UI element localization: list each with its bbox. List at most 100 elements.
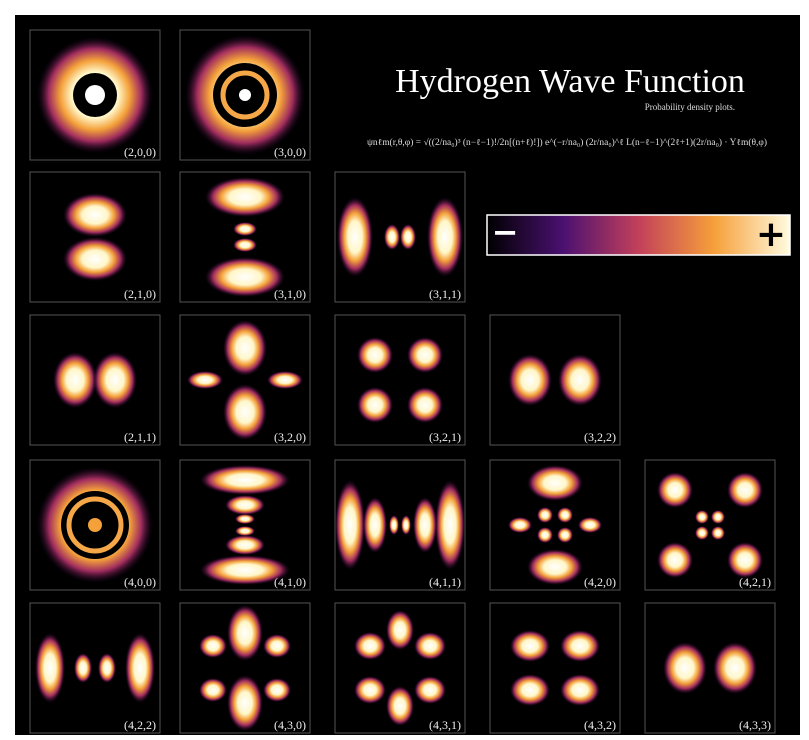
lobe xyxy=(187,371,223,389)
lobe xyxy=(337,197,373,277)
tile-label: (4,2,1) xyxy=(739,575,771,589)
lobe xyxy=(711,526,725,540)
tile-label: (3,2,0) xyxy=(274,430,306,444)
lobe xyxy=(537,527,553,543)
lobe xyxy=(267,371,303,389)
orbital-tile: (2,1,0) xyxy=(29,171,161,303)
ring xyxy=(220,70,270,120)
tile-label: (4,2,0) xyxy=(584,575,616,589)
tile-label: (2,1,0) xyxy=(124,287,156,301)
tile-label: (3,1,0) xyxy=(274,287,306,301)
lobe xyxy=(263,678,291,702)
lobe xyxy=(537,507,553,523)
orbital-tile: (4,2,0) xyxy=(489,459,621,591)
lobe xyxy=(63,237,127,281)
lobe xyxy=(63,193,127,237)
lobe xyxy=(354,676,386,704)
orbital-tile: (3,1,1) xyxy=(334,171,466,303)
lobe xyxy=(508,517,532,533)
lobe xyxy=(663,642,707,694)
ring xyxy=(85,85,105,105)
orbital-tile: (4,2,1) xyxy=(644,459,776,591)
orbital-tile: (3,2,1) xyxy=(334,314,466,446)
tile-label: (3,2,2) xyxy=(584,430,616,444)
orbital-tile: (3,0,0) xyxy=(179,29,311,161)
tile-label: (3,2,1) xyxy=(429,430,461,444)
tile-label: (4,3,3) xyxy=(739,718,771,732)
lobe xyxy=(93,352,137,408)
lobe xyxy=(200,465,290,495)
lobe xyxy=(235,526,255,536)
lobe xyxy=(414,632,446,660)
ring xyxy=(239,89,251,101)
tile-label: (4,3,2) xyxy=(584,718,616,732)
lobe xyxy=(357,337,393,373)
orbital-tile: (3,2,0) xyxy=(179,314,311,446)
orbital-tile: (4,0,0) xyxy=(29,459,161,591)
tile-label: (4,2,2) xyxy=(124,718,156,732)
lobe xyxy=(199,678,227,702)
lobe xyxy=(384,224,400,250)
lobe xyxy=(413,497,437,553)
minus-label: − xyxy=(492,213,519,251)
lobe xyxy=(335,480,365,570)
lobe xyxy=(557,507,573,523)
lobe xyxy=(695,510,709,524)
tile-label: (3,1,1) xyxy=(429,287,461,301)
lobe xyxy=(510,630,550,662)
tile-frame xyxy=(489,602,621,734)
orbital-tile: (4,1,0) xyxy=(179,459,311,591)
lobe xyxy=(227,605,263,661)
orbital-tile: (4,2,2) xyxy=(29,602,161,734)
tile-label: (4,0,0) xyxy=(124,575,156,589)
lobe xyxy=(386,610,414,650)
lobe xyxy=(527,549,583,585)
tile-label: (4,1,1) xyxy=(429,575,461,589)
lobe xyxy=(407,337,443,373)
ring xyxy=(88,518,102,532)
lobe xyxy=(233,238,257,252)
orbital-tile: (4,3,3) xyxy=(644,602,776,734)
lobe xyxy=(400,224,416,250)
lobe xyxy=(225,535,265,555)
subtitle: Probability density plots. xyxy=(645,102,735,112)
lobe xyxy=(508,354,552,406)
lobe xyxy=(414,676,446,704)
orbital-tile: (4,3,2) xyxy=(489,602,621,734)
lobe xyxy=(223,384,267,440)
lobe xyxy=(657,472,693,508)
lobe xyxy=(225,495,265,515)
orbital-tile: (4,3,0) xyxy=(179,602,311,734)
tile-label: (3,0,0) xyxy=(274,145,306,159)
lobe xyxy=(401,515,411,535)
lobe xyxy=(560,630,600,662)
lobe xyxy=(98,653,116,683)
color-bar xyxy=(486,214,791,256)
lobe xyxy=(527,465,583,501)
ring xyxy=(66,496,124,554)
lobe xyxy=(357,387,393,423)
lobe xyxy=(427,197,463,277)
formula: ψnℓm(r,θ,φ) = √((2/na₀)³ (n−ℓ−1)!/2n[(n+… xyxy=(367,137,767,147)
lobe xyxy=(363,497,387,553)
tile-frame xyxy=(334,314,466,446)
lobe xyxy=(558,354,602,406)
lobe xyxy=(407,387,443,423)
lobe xyxy=(263,634,291,658)
tile-label: (4,1,0) xyxy=(274,575,306,589)
lobe xyxy=(711,510,725,524)
lobe xyxy=(510,674,550,706)
tile-label: (4,3,0) xyxy=(274,718,306,732)
lobe xyxy=(560,674,600,706)
orbital-tile: (4,3,1) xyxy=(334,602,466,734)
lobe xyxy=(125,633,155,703)
lobe xyxy=(53,352,97,408)
lobe xyxy=(205,177,285,217)
orbital-tile: (3,2,2) xyxy=(489,314,621,446)
orbital-tile: (4,1,1) xyxy=(334,459,466,591)
tile-label: (2,0,0) xyxy=(124,145,156,159)
lobe xyxy=(35,633,65,703)
orbital-tile: (3,1,0) xyxy=(179,171,311,303)
